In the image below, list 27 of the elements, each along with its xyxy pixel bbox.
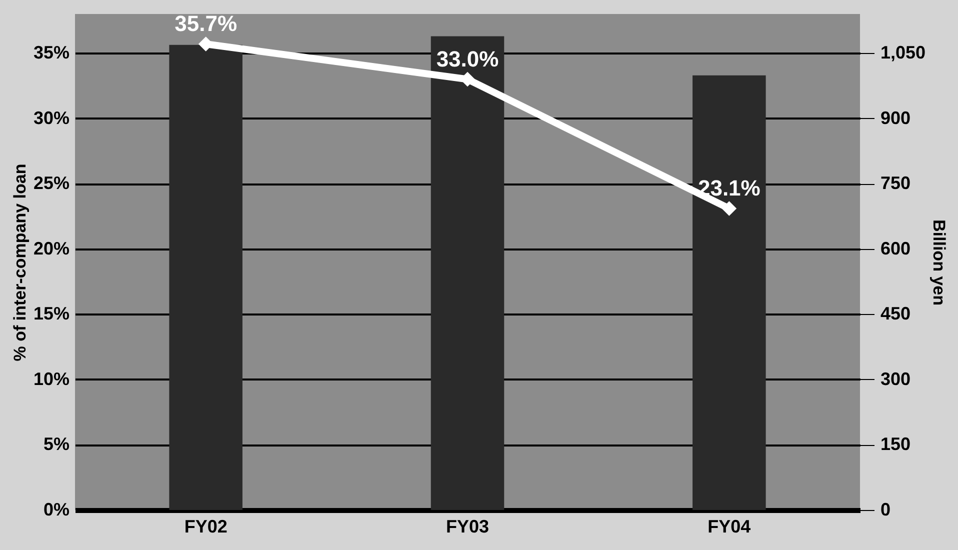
y2-axis-title: Billion yen [930,220,949,306]
point [722,201,737,216]
y-tick-label: 35% [33,42,70,63]
x-tick-label: FY04 [708,516,751,536]
y2-tick-label: 300 [880,368,911,389]
y2-tick-label: 900 [880,108,911,128]
y2-tick-label: 600 [880,238,911,258]
y2-tick-label: 450 [880,304,911,324]
y-tick-label: 10% [33,368,70,389]
bar [169,44,242,510]
y-tick-label: 25% [33,173,70,194]
y2-tick-label: 1,050 [880,42,926,63]
bar [430,36,504,510]
y2-tick-label: 150 [880,434,911,454]
y-axis-title: % of inter-company loan [10,164,30,362]
x-tick-label: FY02 [184,516,228,536]
y-tick-label: 30% [33,108,70,128]
y2-tick-label: 750 [880,173,911,194]
y-tick-label: 15% [33,304,70,324]
data-label: 33.0% [436,46,499,72]
bar [692,75,766,510]
y2-tick-label: 0 [880,500,891,520]
y-tick-label: 20% [33,238,70,258]
x-tick-label: FY03 [446,516,490,536]
data-label: 35.7% [174,11,238,36]
y-tick-label: 5% [43,434,70,454]
y-tick-label: 0% [43,500,70,520]
